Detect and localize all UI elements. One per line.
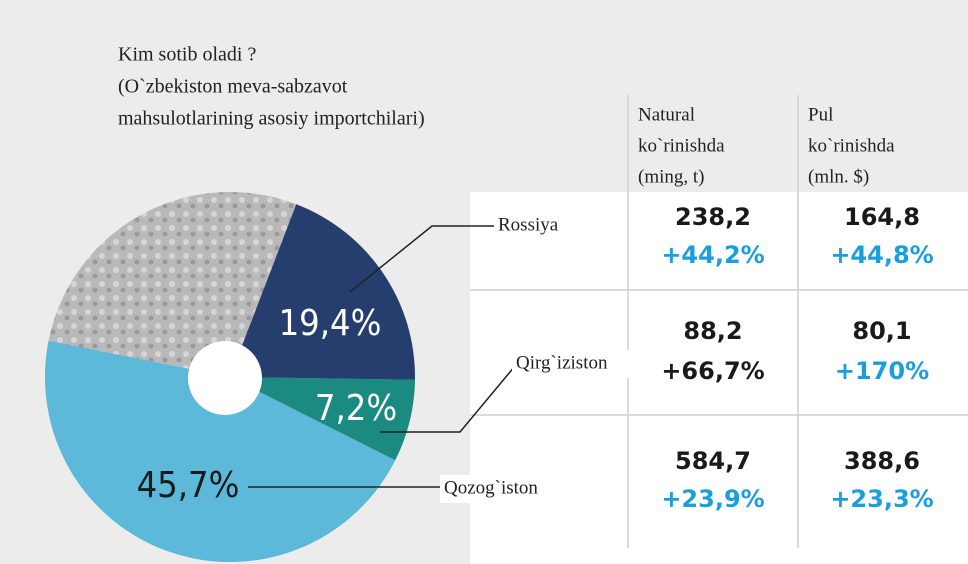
leader-line [380,365,516,433]
slice-label: 19,4% [279,303,382,344]
column-header: Pul [808,104,833,125]
table-change: +44,2% [661,241,764,269]
column-header: (ming, t) [638,166,705,187]
header-band [0,0,968,192]
table-change: +23,3% [830,485,933,513]
pie-slice [230,204,415,380]
column-header: ko`rinishda [808,135,895,156]
table-value: 88,2 [683,317,742,345]
chart-title: mahsulotlarining asosiy importchilari) [118,108,425,130]
category-label: Rossiya [498,214,559,235]
table-change: +170% [835,357,929,385]
category-label-bg [512,350,638,378]
category-label-bg [440,475,580,503]
table-value: 238,2 [675,203,751,231]
table-change: +23,9% [661,485,764,513]
table-value: 584,7 [675,447,751,475]
category-label: Qirg`iziston [516,352,608,373]
table-value: 164,8 [844,203,920,231]
table-change: +44,8% [830,241,933,269]
pie [44,192,415,562]
column-header: Natural [638,104,695,125]
pie-slice [44,340,396,562]
leader-lines [248,225,516,488]
category-label: Qozog`iston [444,477,538,498]
chart-title: Kim sotib oladi ? [118,44,256,66]
leader-line [349,225,496,293]
table-value: 388,6 [844,447,920,475]
table-change: +66,7% [661,357,764,385]
column-header: (mln. $) [808,166,869,187]
pie-slice [230,377,415,461]
chart-title: (O`zbekiston meva-sabzavot [118,76,348,98]
slice-label: 45,7% [137,465,240,506]
table-value: 80,1 [852,317,911,345]
table-lines [470,95,968,548]
donut-hole [188,341,262,415]
column-header: ko`rinishda [638,135,725,156]
category-label-bg [494,212,574,240]
slice-label: 7,2% [315,388,397,429]
